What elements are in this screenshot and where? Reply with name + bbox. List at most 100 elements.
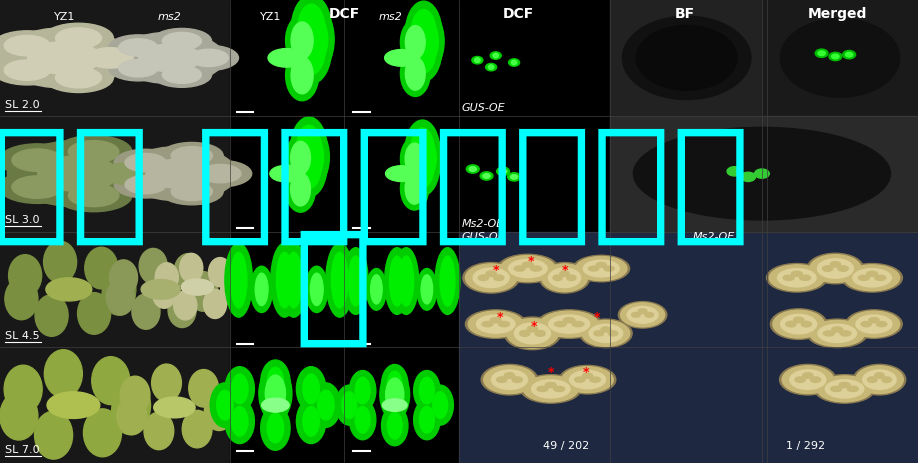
Ellipse shape xyxy=(741,172,756,181)
Ellipse shape xyxy=(200,164,241,183)
Ellipse shape xyxy=(490,52,501,59)
Ellipse shape xyxy=(285,135,316,181)
Ellipse shape xyxy=(406,25,425,59)
Ellipse shape xyxy=(818,324,856,343)
Ellipse shape xyxy=(168,292,196,327)
Ellipse shape xyxy=(55,28,101,48)
Ellipse shape xyxy=(807,253,864,284)
Ellipse shape xyxy=(801,321,812,327)
Ellipse shape xyxy=(38,156,118,191)
Ellipse shape xyxy=(306,266,328,313)
Ellipse shape xyxy=(802,373,813,378)
Ellipse shape xyxy=(755,169,769,178)
Ellipse shape xyxy=(230,252,247,308)
Ellipse shape xyxy=(406,57,425,90)
Ellipse shape xyxy=(560,271,569,276)
Ellipse shape xyxy=(817,376,872,402)
Ellipse shape xyxy=(511,60,517,65)
Ellipse shape xyxy=(843,50,856,59)
Ellipse shape xyxy=(472,56,483,64)
Ellipse shape xyxy=(400,50,431,96)
Ellipse shape xyxy=(297,399,326,444)
Ellipse shape xyxy=(466,165,479,173)
Ellipse shape xyxy=(280,243,308,317)
Ellipse shape xyxy=(406,1,442,63)
Ellipse shape xyxy=(162,66,201,83)
Ellipse shape xyxy=(385,50,418,66)
Ellipse shape xyxy=(386,166,417,181)
Bar xyxy=(762,116,918,232)
Ellipse shape xyxy=(270,165,303,182)
Ellipse shape xyxy=(845,52,853,57)
Ellipse shape xyxy=(115,32,225,83)
Ellipse shape xyxy=(421,275,432,304)
Ellipse shape xyxy=(141,280,180,299)
Ellipse shape xyxy=(405,143,424,175)
Ellipse shape xyxy=(35,411,73,459)
Ellipse shape xyxy=(291,14,331,84)
Ellipse shape xyxy=(297,143,321,189)
Ellipse shape xyxy=(875,373,884,378)
Ellipse shape xyxy=(43,241,76,283)
Ellipse shape xyxy=(469,167,476,171)
Ellipse shape xyxy=(548,268,581,288)
Ellipse shape xyxy=(638,309,647,313)
Ellipse shape xyxy=(848,311,900,337)
Ellipse shape xyxy=(225,243,252,317)
Ellipse shape xyxy=(348,256,364,306)
Ellipse shape xyxy=(410,144,434,188)
Ellipse shape xyxy=(55,179,132,212)
Ellipse shape xyxy=(545,382,556,388)
Text: 电: 电 xyxy=(294,224,373,350)
Ellipse shape xyxy=(727,167,742,176)
Ellipse shape xyxy=(371,275,382,304)
Text: *: * xyxy=(582,366,589,379)
Ellipse shape xyxy=(139,44,201,72)
Ellipse shape xyxy=(566,275,577,281)
Ellipse shape xyxy=(47,392,100,419)
Ellipse shape xyxy=(350,370,375,411)
Ellipse shape xyxy=(406,19,442,81)
Text: 49 / 202: 49 / 202 xyxy=(543,441,589,451)
Text: YZ1: YZ1 xyxy=(260,12,282,22)
Ellipse shape xyxy=(497,377,507,382)
Ellipse shape xyxy=(800,275,811,281)
Ellipse shape xyxy=(394,248,419,314)
Ellipse shape xyxy=(382,364,408,405)
Ellipse shape xyxy=(815,49,828,57)
Ellipse shape xyxy=(420,407,434,433)
Text: *: * xyxy=(593,311,600,324)
Ellipse shape xyxy=(576,257,627,281)
Ellipse shape xyxy=(829,52,842,61)
Ellipse shape xyxy=(383,399,408,411)
Ellipse shape xyxy=(823,331,834,336)
Ellipse shape xyxy=(856,315,892,333)
Ellipse shape xyxy=(483,174,490,178)
Ellipse shape xyxy=(8,255,41,296)
Ellipse shape xyxy=(400,167,429,210)
Ellipse shape xyxy=(573,255,630,282)
Ellipse shape xyxy=(531,266,542,271)
Ellipse shape xyxy=(118,39,158,56)
Ellipse shape xyxy=(778,269,816,287)
Ellipse shape xyxy=(832,54,839,59)
Ellipse shape xyxy=(767,263,827,292)
Ellipse shape xyxy=(521,375,581,403)
Ellipse shape xyxy=(863,370,896,389)
Ellipse shape xyxy=(380,369,409,419)
Ellipse shape xyxy=(858,275,869,281)
Ellipse shape xyxy=(285,166,316,212)
Ellipse shape xyxy=(210,383,240,427)
Ellipse shape xyxy=(121,146,237,201)
Ellipse shape xyxy=(476,315,515,333)
Ellipse shape xyxy=(300,14,328,65)
Ellipse shape xyxy=(179,45,239,70)
Bar xyxy=(0,0,230,463)
Ellipse shape xyxy=(261,360,290,405)
Ellipse shape xyxy=(291,117,327,179)
Ellipse shape xyxy=(582,320,630,346)
Ellipse shape xyxy=(261,406,290,450)
Ellipse shape xyxy=(465,264,517,292)
Ellipse shape xyxy=(405,173,424,204)
Ellipse shape xyxy=(842,263,902,292)
